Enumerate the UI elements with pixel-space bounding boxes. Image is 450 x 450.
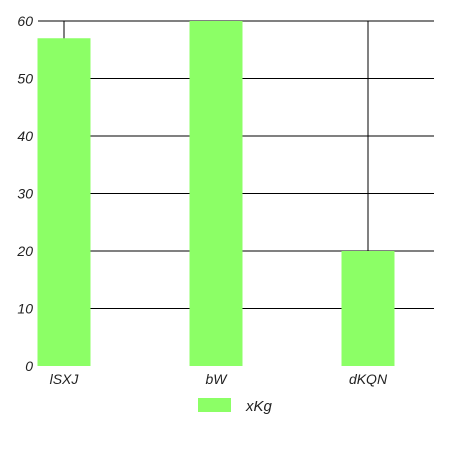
y-tick-label: 50 bbox=[17, 71, 33, 87]
legend-swatch bbox=[198, 398, 231, 412]
y-tick-label: 30 bbox=[17, 186, 33, 202]
legend: xKg bbox=[198, 398, 273, 415]
x-axis-tick-labels: lSXJ bW dKQN bbox=[50, 371, 388, 387]
y-tick-label: 10 bbox=[17, 301, 33, 317]
y-tick-label: 0 bbox=[25, 358, 33, 374]
x-tick-label: dKQN bbox=[349, 371, 388, 387]
bar bbox=[37, 38, 91, 366]
bar bbox=[341, 251, 395, 366]
y-tick-label: 40 bbox=[17, 128, 33, 144]
y-tick-label: 20 bbox=[16, 243, 33, 259]
y-axis-tick-labels: 0 10 20 30 40 50 60 bbox=[16, 13, 33, 374]
bars bbox=[37, 21, 395, 366]
bar bbox=[189, 21, 243, 366]
y-tick-label: 60 bbox=[17, 13, 33, 29]
legend-label: xKg bbox=[245, 398, 273, 415]
x-tick-label: bW bbox=[206, 371, 229, 387]
x-tick-label: lSXJ bbox=[50, 371, 80, 387]
